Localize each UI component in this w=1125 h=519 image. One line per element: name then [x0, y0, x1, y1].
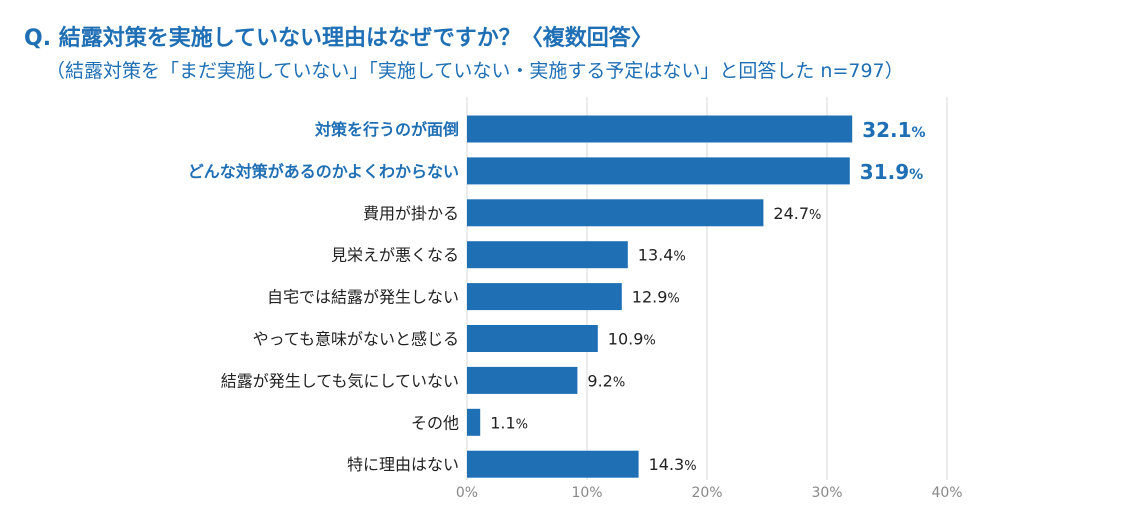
value-label: 12.9%	[632, 288, 680, 307]
value-label: 14.3%	[649, 455, 697, 474]
bar	[467, 115, 853, 143]
value-label: 31.9%	[860, 160, 923, 184]
x-tick-label: 30%	[811, 485, 842, 501]
value-label: 32.1%	[862, 118, 925, 142]
value-unit: %	[912, 125, 926, 141]
value-label: 10.9%	[608, 330, 656, 349]
value-unit: %	[643, 334, 655, 349]
bar	[467, 408, 481, 436]
category-label: 自宅では結露が発生しない	[267, 288, 459, 307]
value-unit: %	[673, 250, 685, 265]
bar	[467, 325, 598, 352]
bar	[467, 199, 764, 227]
category-label: 費用が掛かる	[363, 204, 459, 223]
bar	[467, 283, 622, 311]
chart-subtitle: （結露対策を「まだ実施していない」「実施していない・実施する予定はない」と回答し…	[46, 60, 904, 82]
value-label: 24.7%	[773, 204, 821, 223]
bar	[467, 366, 578, 394]
category-label: どんな対策があるのかよくわからない	[188, 162, 459, 181]
value-number: 14.3	[649, 455, 685, 474]
value-label: 13.4%	[638, 246, 686, 265]
x-tick-label: 20%	[691, 485, 722, 501]
value-unit: %	[613, 375, 625, 390]
value-unit: %	[667, 292, 679, 307]
value-number: 10.9	[608, 330, 644, 349]
value-number: 32.1	[862, 118, 911, 142]
x-tick-label: 40%	[931, 485, 962, 501]
x-tick-label: 0%	[456, 485, 478, 501]
category-label: 特に理由はない	[347, 455, 459, 474]
value-unit: %	[809, 208, 821, 223]
category-label: 対策を行うのが面倒	[314, 120, 459, 139]
x-tick-label: 10%	[571, 485, 602, 501]
value-number: 24.7	[773, 204, 809, 223]
value-unit: %	[684, 459, 696, 474]
category-label: 見栄えが悪くなる	[331, 246, 459, 265]
value-number: 13.4	[638, 246, 674, 265]
bar	[467, 157, 850, 185]
bar	[467, 241, 628, 269]
chart-title: Q. 結露対策を実施していない理由はなぜですか？〈複数回答〉	[24, 26, 653, 51]
bar	[467, 450, 639, 478]
value-number: 1.1	[490, 413, 515, 432]
category-label: 結露が発生しても気にしていない	[221, 371, 459, 390]
value-unit: %	[909, 167, 923, 183]
value-number: 31.9	[860, 160, 909, 184]
value-number: 9.2	[587, 371, 612, 390]
value-label: 9.2%	[587, 371, 625, 390]
category-label: やっても意味がないと感じる	[253, 330, 459, 349]
value-label: 1.1%	[490, 413, 528, 432]
value-unit: %	[516, 417, 528, 432]
value-number: 12.9	[632, 288, 668, 307]
category-label: その他	[411, 413, 459, 432]
